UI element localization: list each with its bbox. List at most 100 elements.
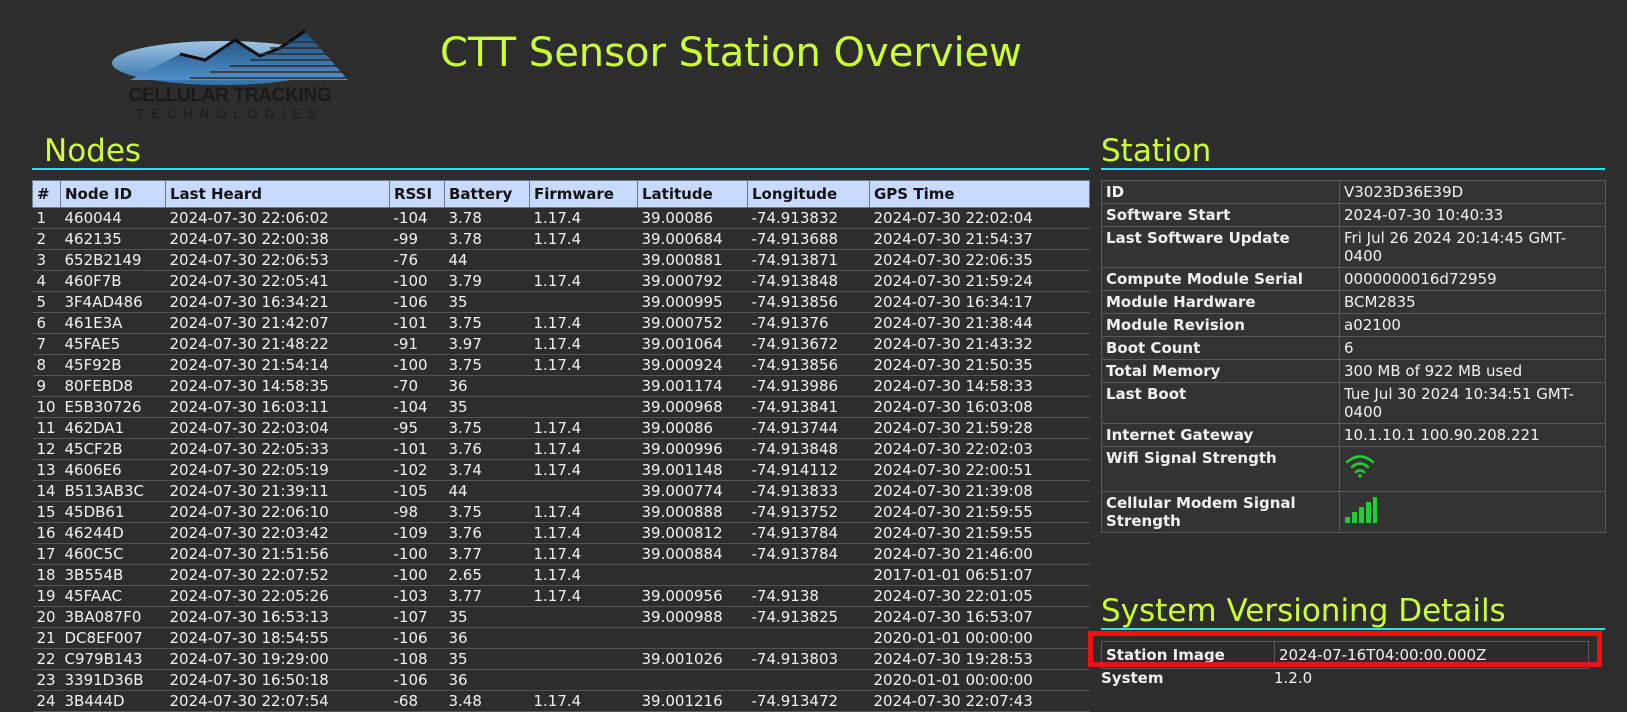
table-cell: -99 [389, 228, 445, 250]
table-cell: 2 [32, 228, 61, 250]
table-cell: 39.000881 [637, 249, 748, 271]
table-cell: C979B143 [60, 648, 166, 670]
table-cell: 22 [32, 648, 61, 670]
table-row: 9 80FEBD8 2024-07-30 14:58:35 -70 36 39.00117… [32, 375, 1090, 397]
table-cell: 2024-07-30 22:06:35 [869, 249, 1090, 271]
table-cell: -107 [389, 606, 445, 628]
table-cell: 460044 [60, 207, 166, 229]
column-header: Longitude [747, 180, 870, 208]
station-row: ID V3023D36E39D [1101, 180, 1606, 204]
table-cell: 2024-07-30 22:07:54 [165, 690, 390, 712]
table-cell: 39.000884 [637, 543, 748, 565]
table-cell: 80FEBD8 [60, 375, 166, 397]
table-cell: 8 [32, 354, 61, 376]
table-cell: -74.913672 [747, 333, 870, 355]
table-cell: B513AB3C [60, 480, 166, 502]
station-value: 300 MB of 922 MB used [1339, 359, 1606, 383]
table-cell: -104 [389, 207, 445, 229]
table-row: 17 460C5C 2024-07-30 21:51:56 -100 3.77 1.17.… [32, 543, 1090, 565]
table-cell: -74.913744 [747, 417, 870, 439]
table-row: 5 3F4AD486 2024-07-30 16:34:21 -106 35 39.000… [32, 291, 1090, 313]
table-cell: 3.78 [444, 228, 530, 250]
table-cell: 39.000995 [637, 291, 748, 313]
table-cell: 2024-07-30 21:39:11 [165, 480, 390, 502]
logo-text-line2: TECHNOLOGIES [136, 106, 324, 121]
nodes-heading: Nodes [44, 133, 142, 169]
table-cell: 12 [32, 438, 61, 460]
station-key: Last Software Update [1101, 226, 1340, 268]
table-cell: -100 [389, 354, 445, 376]
table-cell: 2024-07-30 14:58:35 [165, 375, 390, 397]
table-cell: 2024-07-30 22:03:04 [165, 417, 390, 439]
table-cell: 39.000888 [637, 501, 748, 523]
table-cell: 45CF2B [60, 438, 166, 460]
column-header: RSSI [389, 180, 445, 208]
station-key: Boot Count [1101, 336, 1340, 360]
table-cell: 23 [32, 669, 61, 691]
table-cell [747, 627, 870, 649]
table-cell: 2024-07-30 21:59:55 [869, 501, 1090, 523]
table-cell: 2024-07-30 21:46:00 [869, 543, 1090, 565]
table-cell: 15 [32, 501, 61, 523]
table-cell: -100 [389, 543, 445, 565]
table-cell: 11 [32, 417, 61, 439]
table-cell: 2.65 [444, 564, 530, 586]
table-cell: 2024-07-30 16:53:13 [165, 606, 390, 628]
table-cell: 35 [444, 291, 530, 313]
table-cell: 2024-07-30 22:01:05 [869, 585, 1090, 607]
table-cell: 2024-07-30 19:29:00 [165, 648, 390, 670]
table-cell: 39.000924 [637, 354, 748, 376]
table-cell: 1.17.4 [529, 312, 638, 334]
table-cell: -74.913871 [747, 249, 870, 271]
table-cell: 39.000988 [637, 606, 748, 628]
table-cell: -74.913856 [747, 354, 870, 376]
station-value: 0000000016d72959 [1339, 267, 1606, 291]
table-cell: -101 [389, 438, 445, 460]
table-cell: 6 [32, 312, 61, 334]
station-key: Compute Module Serial [1101, 267, 1340, 291]
table-cell [637, 564, 748, 586]
table-cell: 652B2149 [60, 249, 166, 271]
table-cell: 3B444D [60, 690, 166, 712]
station-value: a02100 [1339, 313, 1606, 337]
table-row: 18 3B554B 2024-07-30 22:07:52 -100 2.65 1.17.… [32, 564, 1090, 586]
table-cell: 2024-07-30 21:43:32 [869, 333, 1090, 355]
table-cell: DC8EF007 [60, 627, 166, 649]
station-value: V3023D36E39D [1339, 180, 1606, 204]
table-cell: -74.913833 [747, 480, 870, 502]
table-cell: -102 [389, 459, 445, 481]
table-cell: 35 [444, 606, 530, 628]
table-cell: 2024-07-30 21:54:37 [869, 228, 1090, 250]
table-cell [529, 648, 638, 670]
station-heading: Station [1101, 133, 1212, 169]
wifi-icon [1345, 455, 1375, 478]
station-row: Internet Gateway 10.1.10.1 100.90.208.221 [1101, 423, 1606, 447]
table-cell: 2020-01-01 00:00:00 [869, 669, 1090, 691]
table-cell: -74.913825 [747, 606, 870, 628]
table-cell: -74.913784 [747, 543, 870, 565]
table-cell: 39.00086 [637, 417, 748, 439]
table-cell: 461E3A [60, 312, 166, 334]
table-cell: 1.17.4 [529, 564, 638, 586]
table-cell: 2024-07-30 16:03:11 [165, 396, 390, 418]
table-cell: 35 [444, 648, 530, 670]
station-value: 10.1.10.1 100.90.208.221 [1339, 423, 1606, 447]
station-value-cellular [1339, 491, 1606, 533]
table-cell: 39.000792 [637, 270, 748, 292]
station-key: Module Revision [1101, 313, 1340, 337]
table-cell: -108 [389, 648, 445, 670]
table-cell: -74.91376 [747, 312, 870, 334]
table-cell: 2024-07-30 16:34:21 [165, 291, 390, 313]
station-key: ID [1101, 180, 1340, 204]
table-cell: 2024-07-30 16:50:18 [165, 669, 390, 691]
table-cell: 1.17.4 [529, 417, 638, 439]
table-cell: -74.913841 [747, 396, 870, 418]
table-cell: 2024-07-30 22:07:52 [165, 564, 390, 586]
table-cell: 2024-07-30 21:59:24 [869, 270, 1090, 292]
table-cell: 1.17.4 [529, 354, 638, 376]
table-cell: 39.001026 [637, 648, 748, 670]
table-cell: 462135 [60, 228, 166, 250]
table-cell: -100 [389, 270, 445, 292]
column-header: # [32, 180, 61, 208]
table-cell: 19 [32, 585, 61, 607]
